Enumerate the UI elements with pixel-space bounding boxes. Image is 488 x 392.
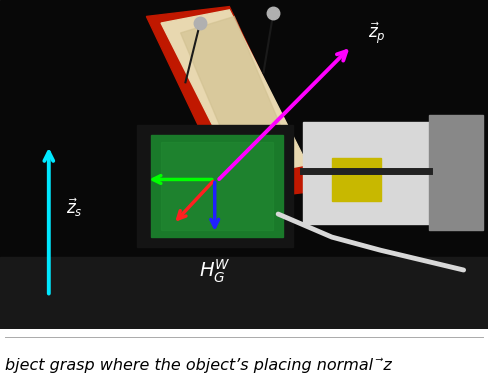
Bar: [332, 158, 381, 201]
Polygon shape: [146, 7, 317, 201]
Polygon shape: [137, 125, 293, 247]
Polygon shape: [0, 0, 488, 329]
Text: $H_G^W$: $H_G^W$: [199, 258, 231, 285]
Text: $\vec{z}_p$: $\vec{z}_p$: [368, 20, 386, 46]
Text: bject grasp where the object’s placing normal  ⃗z: bject grasp where the object’s placing n…: [5, 358, 392, 373]
Polygon shape: [181, 16, 293, 171]
Polygon shape: [429, 115, 483, 230]
Polygon shape: [0, 257, 488, 329]
Polygon shape: [161, 10, 307, 178]
Polygon shape: [303, 122, 473, 224]
Text: $\vec{z}_s$: $\vec{z}_s$: [66, 196, 82, 219]
Polygon shape: [161, 142, 273, 230]
Polygon shape: [151, 135, 283, 237]
